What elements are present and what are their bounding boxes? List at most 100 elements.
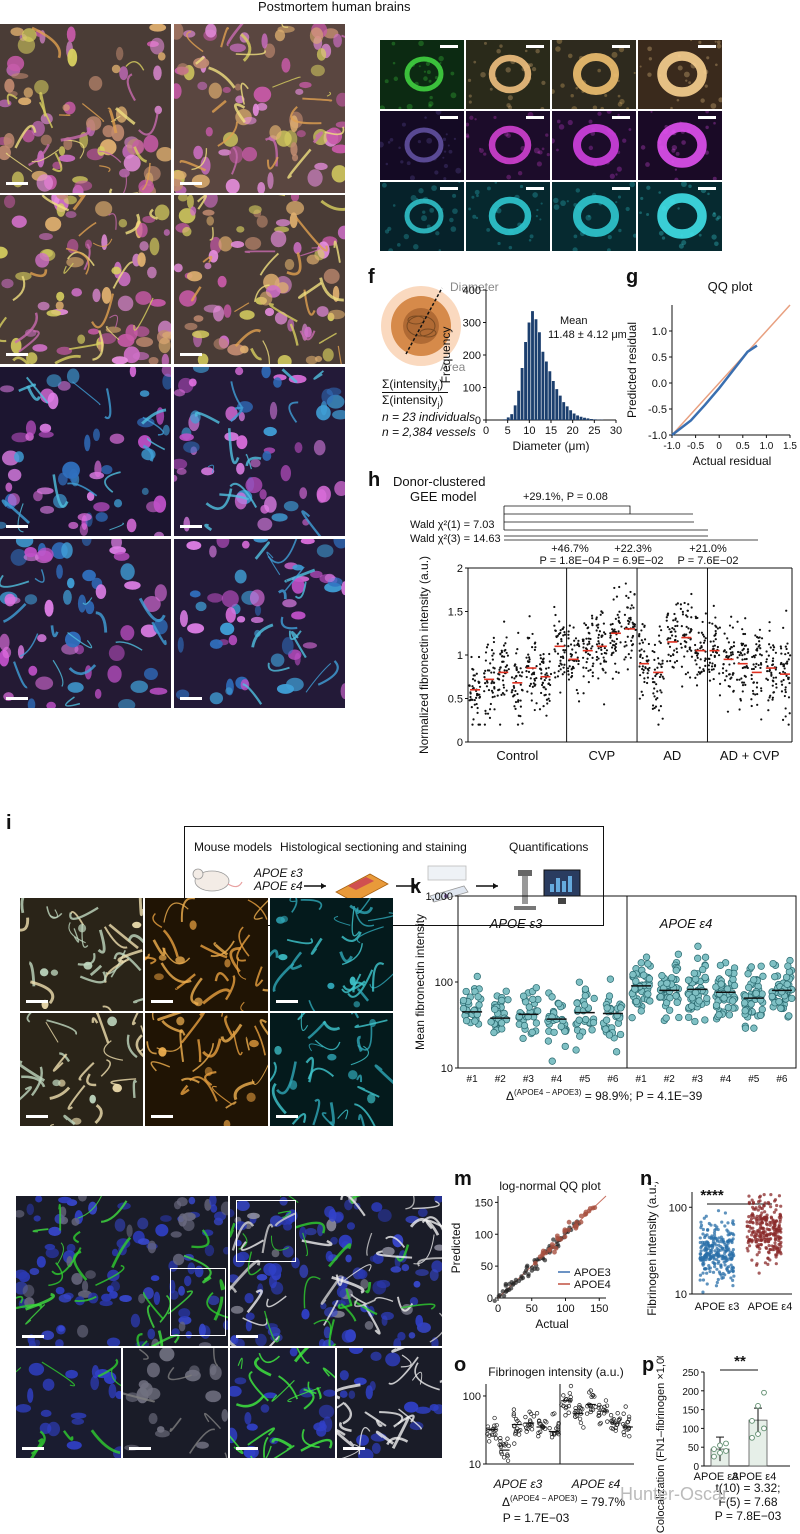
data-point <box>749 1217 754 1221</box>
data-point <box>743 632 747 636</box>
data-point <box>545 714 548 717</box>
histogram-bar <box>555 389 559 420</box>
panel-o-label: o <box>454 1354 467 1376</box>
mean-label: Mean <box>560 315 588 327</box>
data-point <box>573 1224 579 1229</box>
data-point <box>519 1274 524 1279</box>
step-mouse-models: Mouse models <box>194 840 273 854</box>
data-point <box>492 636 495 639</box>
data-point <box>787 677 790 681</box>
data-point <box>758 628 762 631</box>
data-point <box>702 1216 706 1220</box>
micrograph-panel-b2 <box>174 367 345 536</box>
scale-bar <box>698 187 716 190</box>
data-point <box>566 1403 572 1409</box>
data-point <box>779 1204 783 1208</box>
data-point <box>596 626 600 629</box>
data-point <box>704 664 707 667</box>
data-point <box>630 639 633 642</box>
data-point <box>513 677 516 680</box>
scale-bar <box>698 45 716 48</box>
x-tick-label: 0 <box>716 441 722 452</box>
stat-3: P = 7.8E−03 <box>715 1509 782 1523</box>
j-micrograph <box>20 898 143 1011</box>
data-point <box>758 644 761 647</box>
data-point <box>725 1267 729 1271</box>
data-point <box>544 1037 553 1045</box>
vessel-micrograph <box>380 111 462 180</box>
panel-m-label: m <box>454 1168 472 1190</box>
data-point <box>507 668 510 671</box>
data-point <box>513 664 516 667</box>
x-tick-label: 0.5 <box>736 441 750 452</box>
data-point <box>746 651 749 654</box>
x-tick-label: 30 <box>610 425 622 437</box>
micrograph-image <box>0 367 171 536</box>
histogram-bar <box>576 415 579 420</box>
data-point <box>695 663 698 666</box>
data-point <box>544 673 547 676</box>
data-point <box>710 1245 715 1250</box>
data-point <box>484 659 487 662</box>
data-point <box>717 1442 723 1449</box>
data-point <box>768 629 771 632</box>
data-point <box>468 684 471 687</box>
data-point <box>750 698 753 701</box>
data-point <box>747 963 755 971</box>
data-point <box>631 621 634 624</box>
data-point <box>763 1201 767 1205</box>
data-point <box>752 989 760 998</box>
x-tick-label: APOE ε4 <box>748 1301 793 1313</box>
data-point <box>602 703 606 706</box>
data-point <box>487 688 491 692</box>
data-point <box>669 630 672 634</box>
panel-i-label: i <box>6 812 12 834</box>
vessel-micrograph <box>381 182 461 251</box>
e-tile <box>638 182 722 251</box>
data-point <box>533 677 536 681</box>
data-point <box>624 656 627 659</box>
y-axis-label: Mean fibronectin intensity <box>413 914 427 1050</box>
micrograph-image <box>20 1013 143 1126</box>
data-point <box>512 1441 517 1446</box>
data-point <box>642 953 651 961</box>
data-point <box>513 1416 519 1422</box>
data-point <box>767 1244 771 1248</box>
data-point <box>720 994 728 1002</box>
data-point <box>745 1235 749 1239</box>
data-point <box>723 1273 727 1277</box>
data-point <box>497 1019 506 1027</box>
data-point <box>774 1247 778 1251</box>
data-point <box>754 1206 758 1210</box>
data-point <box>726 710 730 713</box>
data-point <box>595 618 598 621</box>
data-point <box>517 699 520 702</box>
data-point <box>760 689 763 692</box>
data-point <box>723 1211 728 1215</box>
data-point <box>745 665 748 668</box>
data-point <box>742 681 746 684</box>
data-point <box>609 623 612 626</box>
data-point <box>633 622 636 626</box>
data-point <box>478 696 481 699</box>
data-point <box>741 654 744 657</box>
e-tile <box>552 182 636 251</box>
data-point <box>740 644 744 647</box>
data-point <box>770 671 773 674</box>
data-point <box>779 647 783 650</box>
data-point <box>788 994 796 1003</box>
data-point <box>503 655 506 658</box>
data-point <box>755 1402 761 1409</box>
data-point <box>497 689 500 692</box>
data-point <box>562 666 565 669</box>
data-point <box>506 1443 511 1449</box>
data-point <box>714 629 717 633</box>
micrograph-image <box>146 1013 268 1126</box>
data-point <box>772 646 776 649</box>
data-point <box>505 664 509 667</box>
data-point <box>520 1021 529 1030</box>
data-point <box>592 1205 598 1211</box>
data-point <box>653 706 656 710</box>
data-point <box>743 666 746 669</box>
data-point <box>584 1411 590 1416</box>
